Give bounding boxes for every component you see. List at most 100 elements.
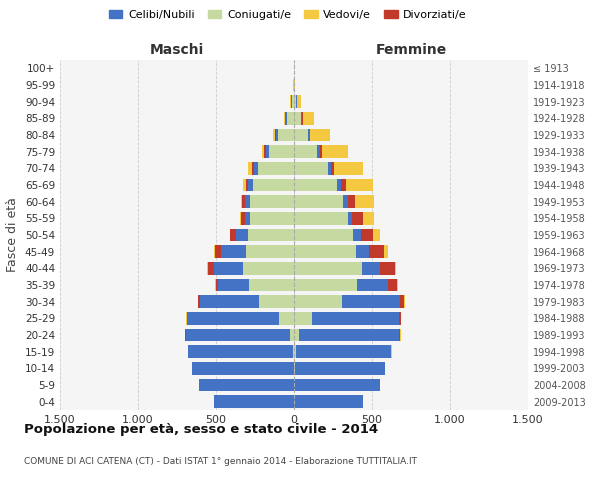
Bar <box>259 296 294 308</box>
Bar <box>347 196 355 208</box>
Bar <box>355 196 374 208</box>
Bar <box>273 129 275 141</box>
Bar <box>404 296 405 308</box>
Bar <box>252 162 254 174</box>
Bar <box>241 212 245 224</box>
Bar <box>334 162 362 174</box>
Bar <box>221 246 247 258</box>
Bar <box>269 146 294 158</box>
Bar <box>245 212 250 224</box>
Legend: Celibi/Nubili, Coniugati/e, Vedovi/e, Divorziati/e: Celibi/Nubili, Coniugati/e, Vedovi/e, Di… <box>105 6 471 25</box>
Bar <box>230 229 236 241</box>
Bar <box>361 229 373 241</box>
Bar <box>294 379 380 391</box>
Bar <box>294 146 317 158</box>
Bar <box>200 296 259 308</box>
Bar <box>266 146 269 158</box>
Bar <box>317 146 320 158</box>
Bar <box>328 162 331 174</box>
Bar <box>294 129 308 141</box>
Bar <box>215 279 218 291</box>
Bar <box>214 396 294 408</box>
Bar <box>248 179 253 192</box>
Bar <box>214 262 242 274</box>
Bar <box>294 179 337 192</box>
Bar <box>346 179 373 192</box>
Bar <box>250 212 294 224</box>
Bar <box>248 229 294 241</box>
Bar <box>241 196 242 208</box>
Bar <box>294 362 295 374</box>
Bar <box>397 279 398 291</box>
Bar <box>380 262 395 274</box>
Bar <box>279 312 294 324</box>
Bar <box>236 229 248 241</box>
Bar <box>187 312 279 324</box>
Bar <box>293 346 294 358</box>
Bar <box>247 246 294 258</box>
Bar <box>294 229 353 241</box>
Bar <box>294 312 312 324</box>
Bar <box>322 146 347 158</box>
Bar <box>245 196 250 208</box>
Bar <box>258 162 294 174</box>
Bar <box>188 346 293 358</box>
Bar <box>244 179 246 192</box>
Bar <box>384 246 388 258</box>
Bar <box>290 96 291 108</box>
Bar <box>291 96 292 108</box>
Bar <box>294 296 341 308</box>
Bar <box>302 112 314 124</box>
Bar <box>242 262 294 274</box>
Bar <box>254 162 258 174</box>
Text: Maschi: Maschi <box>150 42 204 56</box>
Bar <box>331 162 334 174</box>
Bar <box>250 196 294 208</box>
Bar <box>199 379 294 391</box>
Bar <box>296 346 391 358</box>
Bar <box>308 129 310 141</box>
Bar <box>312 312 400 324</box>
Bar <box>253 179 294 192</box>
Bar <box>218 279 249 291</box>
Bar <box>337 179 341 192</box>
Bar <box>284 112 285 124</box>
Text: COMUNE DI ACI CATENA (CT) - Dati ISTAT 1° gennaio 2014 - Elaborazione TUTTITALIA: COMUNE DI ACI CATENA (CT) - Dati ISTAT 1… <box>24 458 417 466</box>
Bar <box>348 212 352 224</box>
Bar <box>296 96 297 108</box>
Bar <box>388 279 397 291</box>
Bar <box>287 112 294 124</box>
Bar <box>357 279 388 291</box>
Bar <box>294 96 296 108</box>
Bar <box>373 229 380 241</box>
Bar <box>395 262 397 274</box>
Bar <box>275 129 278 141</box>
Bar <box>262 146 265 158</box>
Text: Femmine: Femmine <box>376 42 446 56</box>
Bar <box>285 112 287 124</box>
Bar <box>265 146 266 158</box>
Bar <box>294 162 328 174</box>
Bar <box>240 212 241 224</box>
Bar <box>192 362 293 374</box>
Bar <box>362 262 380 274</box>
Bar <box>352 212 363 224</box>
Bar <box>341 179 346 192</box>
Bar <box>294 212 348 224</box>
Bar <box>294 279 357 291</box>
Bar <box>341 296 400 308</box>
Bar <box>292 96 294 108</box>
Bar <box>294 196 343 208</box>
Bar <box>363 212 374 224</box>
Y-axis label: Fasce di età: Fasce di età <box>7 198 19 272</box>
Bar <box>215 246 221 258</box>
Bar <box>246 179 248 192</box>
Bar <box>294 329 299 341</box>
Bar <box>294 112 301 124</box>
Bar <box>248 162 252 174</box>
Bar <box>208 262 214 274</box>
Bar <box>353 229 361 241</box>
Bar <box>242 196 245 208</box>
Bar <box>299 329 400 341</box>
Bar <box>400 296 404 308</box>
